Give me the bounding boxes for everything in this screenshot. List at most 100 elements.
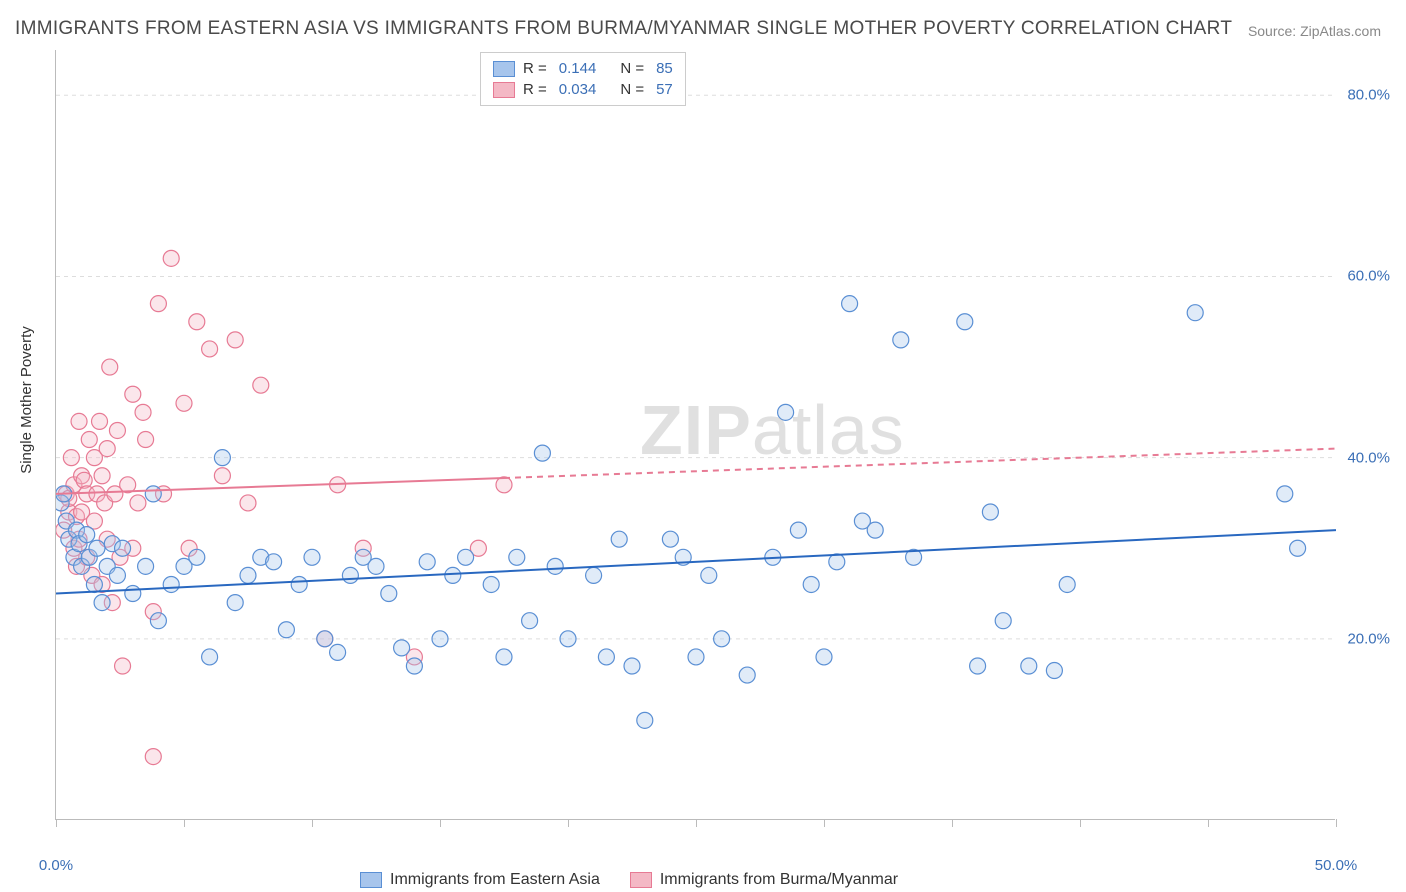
data-point	[150, 613, 166, 629]
data-point	[92, 413, 108, 429]
legend-item-a: Immigrants from Eastern Asia	[360, 871, 600, 889]
data-point	[163, 576, 179, 592]
data-point	[109, 422, 125, 438]
data-point	[522, 613, 538, 629]
data-point	[842, 296, 858, 312]
data-point	[982, 504, 998, 520]
data-point	[145, 749, 161, 765]
data-point	[714, 631, 730, 647]
data-point	[483, 576, 499, 592]
x-tick	[56, 819, 57, 827]
data-point	[509, 549, 525, 565]
data-point	[109, 567, 125, 583]
data-point	[240, 567, 256, 583]
data-point	[145, 486, 161, 502]
legend-label-a: Immigrants from Eastern Asia	[390, 871, 600, 889]
data-point	[125, 586, 141, 602]
n-value-b: 57	[656, 81, 673, 98]
data-point	[970, 658, 986, 674]
data-point	[419, 554, 435, 570]
data-point	[163, 250, 179, 266]
data-point	[701, 567, 717, 583]
data-point	[202, 341, 218, 357]
data-point	[214, 450, 230, 466]
swatch-series-b	[630, 872, 652, 888]
data-point	[688, 649, 704, 665]
r-label: R =	[523, 81, 547, 98]
data-point	[115, 540, 131, 556]
source-label: Source: ZipAtlas.com	[1248, 23, 1381, 39]
y-axis-label: Single Mother Poverty	[18, 326, 35, 474]
r-label: R =	[523, 60, 547, 77]
y-tick-label: 60.0%	[1340, 268, 1390, 285]
data-point	[214, 468, 230, 484]
chart-plot-area: 20.0%40.0%60.0%80.0% 0.0%50.0%	[55, 50, 1335, 820]
x-tick	[1208, 819, 1209, 827]
data-point	[381, 586, 397, 602]
chart-title: IMMIGRANTS FROM EASTERN ASIA VS IMMIGRAN…	[15, 18, 1232, 40]
r-value-a: 0.144	[559, 60, 597, 77]
data-point	[304, 549, 320, 565]
data-point	[778, 404, 794, 420]
x-tick	[1336, 819, 1337, 827]
data-point	[1021, 658, 1037, 674]
data-point	[816, 649, 832, 665]
data-point	[445, 567, 461, 583]
data-point	[138, 432, 154, 448]
data-point	[893, 332, 909, 348]
data-point	[995, 613, 1011, 629]
data-point	[63, 450, 79, 466]
legend-row-series-b: R = 0.034 N = 57	[493, 79, 673, 100]
data-point	[81, 432, 97, 448]
data-point	[547, 558, 563, 574]
data-point	[368, 558, 384, 574]
r-value-b: 0.034	[559, 81, 597, 98]
data-point	[560, 631, 576, 647]
data-point	[330, 644, 346, 660]
n-label: N =	[620, 81, 644, 98]
data-point	[115, 658, 131, 674]
y-tick-label: 20.0%	[1340, 630, 1390, 647]
swatch-series-b	[493, 82, 515, 98]
data-point	[176, 395, 192, 411]
x-tick	[184, 819, 185, 827]
data-point	[94, 595, 110, 611]
data-point	[99, 441, 115, 457]
data-point	[829, 554, 845, 570]
data-point	[189, 549, 205, 565]
data-point	[611, 531, 627, 547]
data-point	[1277, 486, 1293, 502]
data-point	[125, 386, 141, 402]
data-point	[227, 595, 243, 611]
data-point	[89, 540, 105, 556]
series-legend: Immigrants from Eastern Asia Immigrants …	[360, 871, 898, 889]
x-tick-label: 50.0%	[1315, 857, 1358, 874]
data-point	[189, 314, 205, 330]
data-point	[662, 531, 678, 547]
data-point	[458, 549, 474, 565]
x-tick	[952, 819, 953, 827]
data-point	[1290, 540, 1306, 556]
data-point	[130, 495, 146, 511]
data-point	[586, 567, 602, 583]
data-point	[790, 522, 806, 538]
data-point	[624, 658, 640, 674]
data-point	[138, 558, 154, 574]
scatter-svg	[56, 50, 1336, 820]
data-point	[394, 640, 410, 656]
correlation-legend: R = 0.144 N = 85 R = 0.034 N = 57	[480, 52, 686, 106]
y-tick-label: 80.0%	[1340, 87, 1390, 104]
data-point	[79, 527, 95, 543]
data-point	[94, 468, 110, 484]
y-tick-label: 40.0%	[1340, 449, 1390, 466]
data-point	[317, 631, 333, 647]
data-point	[86, 576, 102, 592]
data-point	[496, 649, 512, 665]
data-point	[266, 554, 282, 570]
data-point	[1059, 576, 1075, 592]
data-point	[253, 377, 269, 393]
swatch-series-a	[360, 872, 382, 888]
x-tick	[312, 819, 313, 827]
data-point	[102, 359, 118, 375]
data-point	[291, 576, 307, 592]
